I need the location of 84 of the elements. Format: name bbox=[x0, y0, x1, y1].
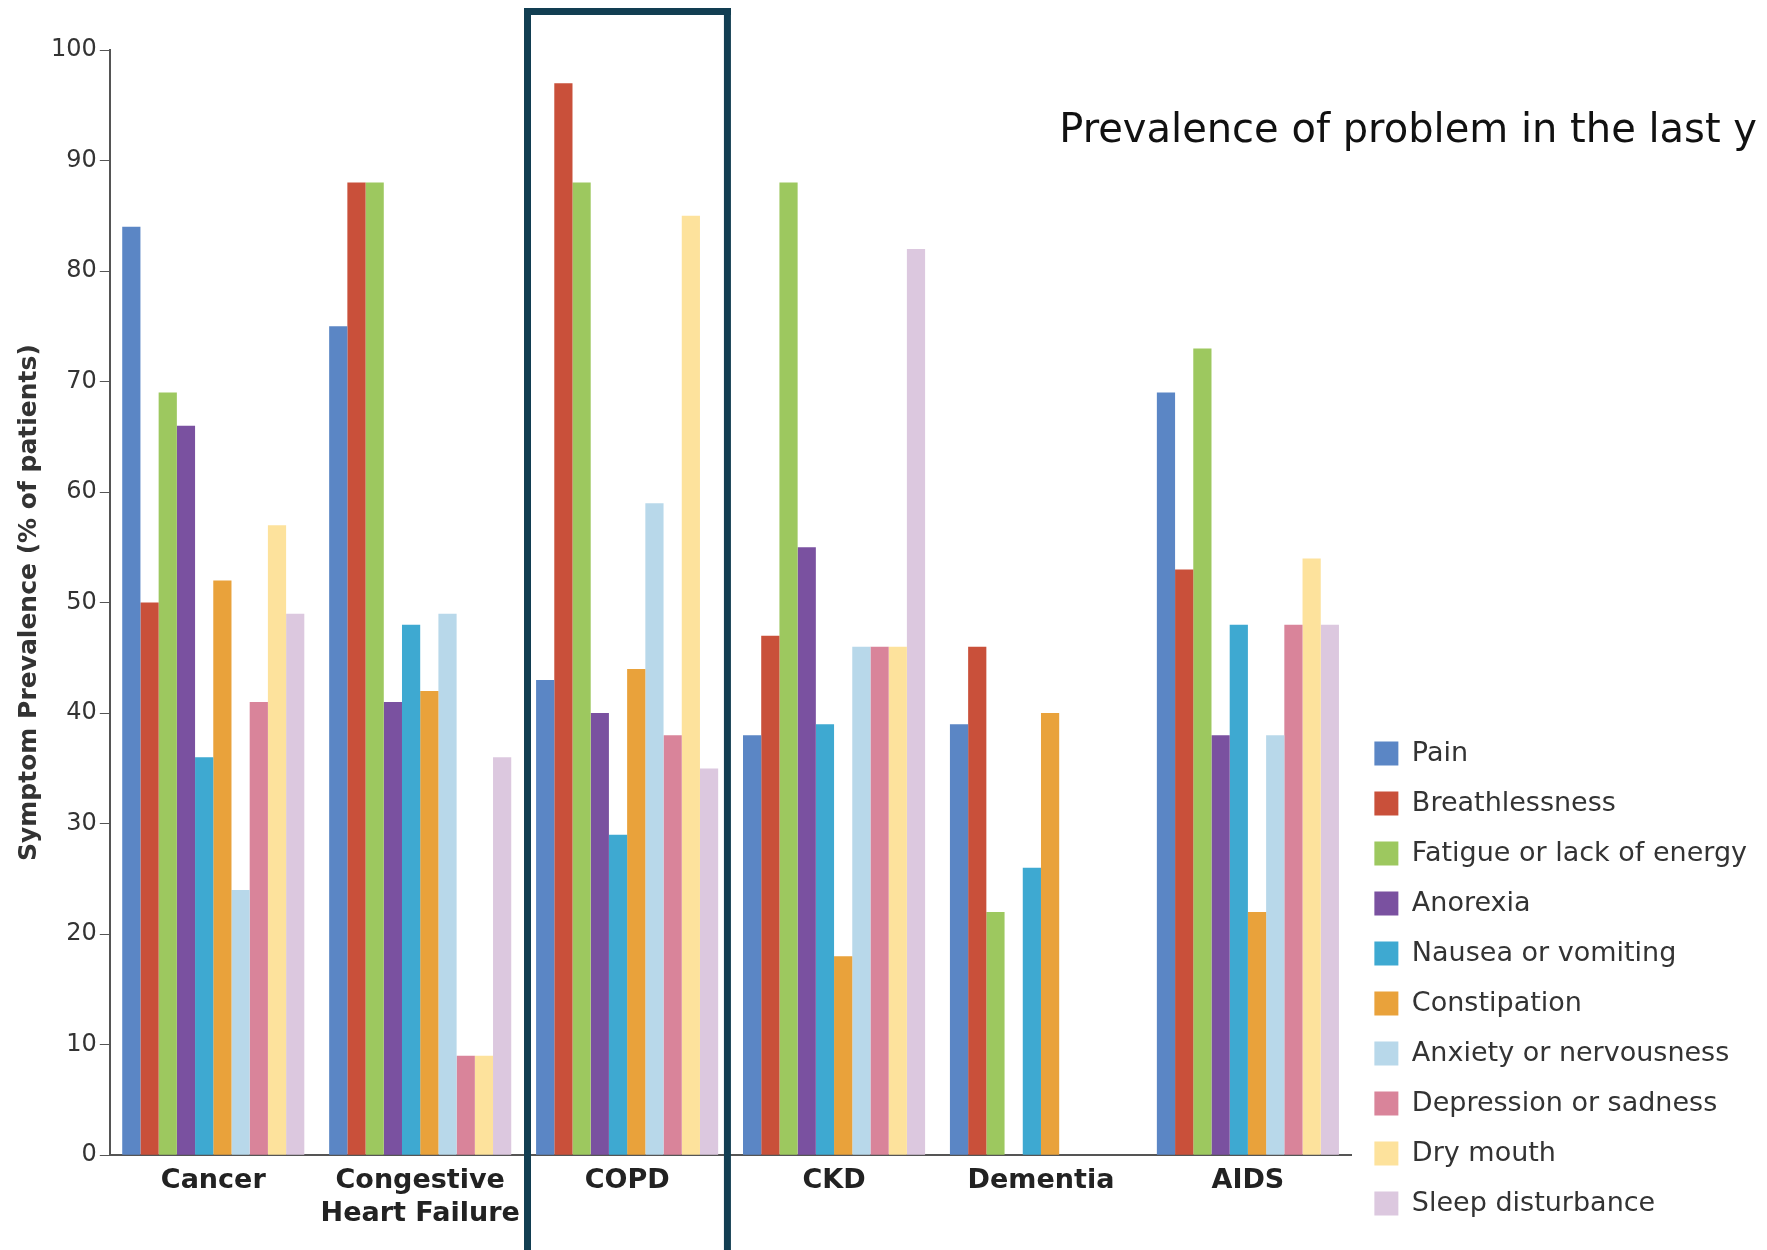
bar bbox=[267, 525, 287, 1155]
bar bbox=[1211, 735, 1230, 1155]
legend-label: Dry mouth bbox=[1411, 1135, 1556, 1167]
bar bbox=[608, 834, 628, 1155]
bar bbox=[1320, 624, 1339, 1155]
y-tick-label: 50 bbox=[66, 586, 97, 615]
y-tick-label: 10 bbox=[66, 1028, 97, 1057]
bar bbox=[383, 702, 402, 1155]
bar bbox=[1302, 558, 1321, 1155]
text: Prevalence of problem in the last y bbox=[1059, 105, 1757, 152]
bar bbox=[779, 182, 798, 1155]
legend-label: Pain bbox=[1411, 735, 1469, 767]
bar bbox=[347, 182, 366, 1155]
bar bbox=[1175, 569, 1194, 1155]
bar bbox=[176, 425, 196, 1155]
bar bbox=[949, 724, 969, 1155]
legend-label: Anorexia bbox=[1411, 885, 1531, 917]
bar bbox=[195, 757, 214, 1155]
bar bbox=[438, 613, 457, 1155]
bar bbox=[122, 226, 141, 1155]
bar bbox=[797, 547, 816, 1155]
x-tick-label: Dementia bbox=[967, 1163, 1115, 1195]
bar bbox=[743, 735, 762, 1155]
bar bbox=[627, 668, 646, 1155]
x-tick-label: AIDS bbox=[1211, 1163, 1285, 1195]
bar bbox=[590, 713, 609, 1155]
y-tick-label: 70 bbox=[66, 365, 97, 394]
y-tick-label: 40 bbox=[66, 697, 97, 726]
bar bbox=[888, 646, 907, 1155]
x-tick-label: Congestive Heart Failure bbox=[320, 1163, 520, 1227]
legend-label: Sleep disturbance bbox=[1411, 1185, 1656, 1217]
bar bbox=[1284, 624, 1303, 1155]
y-tick-label: 100 bbox=[51, 34, 97, 63]
bar bbox=[329, 326, 348, 1155]
bar bbox=[645, 503, 664, 1155]
bar bbox=[213, 580, 232, 1155]
y-tick-label: 90 bbox=[66, 144, 97, 173]
bar bbox=[420, 691, 439, 1155]
bar bbox=[286, 613, 305, 1155]
bar bbox=[699, 768, 719, 1155]
bar bbox=[365, 182, 384, 1155]
bar bbox=[834, 956, 853, 1155]
bar bbox=[870, 646, 889, 1155]
bar bbox=[968, 646, 987, 1155]
bar bbox=[231, 889, 250, 1155]
bar bbox=[815, 724, 835, 1155]
bar bbox=[554, 83, 573, 1155]
bar bbox=[1156, 392, 1176, 1155]
bar bbox=[1040, 713, 1060, 1155]
bar bbox=[1266, 735, 1285, 1155]
y-tick-label: 0 bbox=[81, 1139, 97, 1168]
bar bbox=[852, 646, 871, 1155]
bar bbox=[493, 757, 512, 1155]
bar bbox=[1022, 867, 1041, 1155]
legend-label: Nausea or vomiting bbox=[1411, 935, 1677, 967]
bar bbox=[536, 679, 555, 1155]
y-tick-label: 80 bbox=[66, 255, 97, 284]
bar bbox=[456, 1055, 475, 1155]
legend-label: Anxiety or nervousness bbox=[1411, 1035, 1730, 1067]
legend-label: Fatigue or lack of energy bbox=[1411, 835, 1748, 867]
bar bbox=[474, 1055, 494, 1155]
x-tick-label: Cancer bbox=[160, 1163, 267, 1195]
legend-label: Constipation bbox=[1411, 985, 1582, 1017]
bar bbox=[663, 735, 682, 1155]
x-tick-label: CKD bbox=[802, 1163, 866, 1195]
bar bbox=[761, 635, 780, 1155]
bar bbox=[986, 912, 1005, 1155]
x-tick-label: COPD bbox=[584, 1163, 670, 1195]
y-tick-label: 30 bbox=[66, 807, 97, 836]
bar bbox=[140, 602, 159, 1155]
bar bbox=[1193, 348, 1212, 1155]
bar bbox=[1247, 912, 1267, 1155]
bar bbox=[158, 392, 177, 1155]
bar bbox=[906, 248, 926, 1155]
y-tick-label: 60 bbox=[66, 476, 97, 505]
y-tick-label: 20 bbox=[66, 918, 97, 947]
bar bbox=[681, 215, 700, 1155]
y-axis-title: Symptom Prevalence (% of patients) bbox=[12, 344, 42, 862]
bar bbox=[1229, 624, 1248, 1155]
legend-label: Breathlessness bbox=[1411, 785, 1616, 817]
bar bbox=[249, 702, 268, 1155]
legend-label: Depression or sadness bbox=[1411, 1085, 1718, 1117]
bar bbox=[572, 182, 591, 1155]
bar bbox=[401, 624, 421, 1155]
